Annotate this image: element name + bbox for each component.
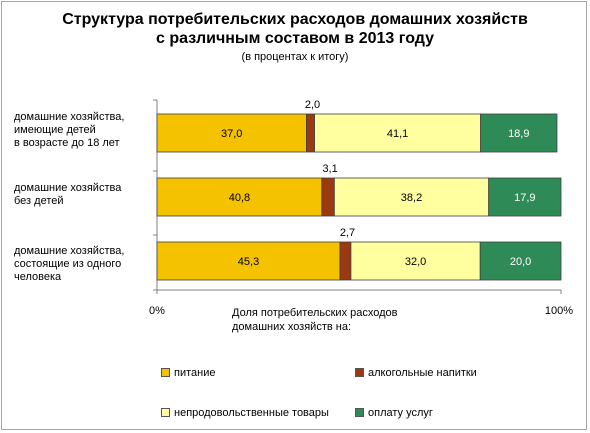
- category-label-1-line: домашние хозяйства: [14, 182, 122, 194]
- data-label-services-0: 18,9: [508, 128, 529, 140]
- legend-swatch-alcohol: [355, 368, 364, 377]
- x-axis-title: Доля потребительских расходов домашних х…: [232, 306, 432, 334]
- chart-subtitle: (в процентах к итогу): [241, 51, 349, 63]
- legend-label-nonfood: непродовольственные товары: [174, 407, 329, 419]
- x-tick-label-max: 100%: [545, 305, 573, 317]
- legend-swatch-food: [161, 368, 170, 377]
- x-tick-label-min: 0%: [149, 305, 165, 317]
- category-label-0: домашние хозяйства, имеющие детей в возр…: [14, 111, 154, 150]
- chart-title-line2: с различным составом в 2013 году: [156, 30, 434, 47]
- category-label-0-line: имеющие детей: [14, 124, 96, 136]
- data-label-food-2: 45,3: [238, 256, 259, 268]
- category-label-0-line: в возрасте до 18 лет: [14, 137, 120, 149]
- category-label-2-line: состоящие из одного: [14, 258, 122, 270]
- category-label-2: домашние хозяйства, состоящие из одного …: [14, 245, 154, 284]
- legend-label-food: питание: [174, 367, 216, 379]
- legend-label-alcohol: алкогольные напитки: [368, 367, 477, 379]
- bar-alcohol-2: [339, 241, 352, 281]
- bar-nonfood-1: [333, 177, 490, 217]
- category-label-0-line: домашние хозяйства,: [14, 111, 125, 123]
- bar-food-2: [156, 241, 341, 281]
- bar-food-0: [156, 113, 307, 153]
- bar-alcohol-1: [321, 177, 335, 217]
- x-axis-title-line: домашних хозяйств на:: [232, 321, 352, 333]
- data-label-food-0: 37,0: [221, 128, 242, 140]
- data-label-food-1: 40,8: [229, 192, 250, 204]
- bar-nonfood-0: [314, 113, 482, 153]
- data-label-nonfood-0: 41,1: [387, 128, 408, 140]
- data-label-nonfood-1: 38,2: [401, 192, 422, 204]
- data-label-services-2: 20,0: [510, 256, 531, 268]
- bar-nonfood-2: [350, 241, 481, 281]
- category-label-2-line: человека: [14, 271, 62, 283]
- data-label-alcohol-1: 3,1: [322, 163, 337, 175]
- x-axis-title-line: Доля потребительских расходов: [232, 307, 398, 319]
- bar-services-0: [480, 113, 558, 153]
- legend-swatch-services: [355, 408, 364, 417]
- category-label-1: домашние хозяйства без детей: [14, 182, 154, 208]
- bar-alcohol-0: [306, 113, 315, 153]
- category-label-2-line: домашние хозяйства,: [14, 245, 125, 257]
- bar-services-2: [479, 241, 562, 281]
- category-label-1-line: без детей: [14, 195, 64, 207]
- bar-services-1: [488, 177, 562, 217]
- legend-label-services: оплату услуг: [368, 407, 433, 419]
- data-label-services-1: 17,9: [514, 192, 535, 204]
- data-label-nonfood-2: 32,0: [405, 256, 426, 268]
- data-label-alcohol-0: 2,0: [305, 99, 320, 111]
- chart-title-line1: Структура потребительских расходов домаш…: [62, 11, 528, 28]
- legend-swatch-nonfood: [161, 408, 170, 417]
- data-label-alcohol-2: 2,7: [340, 227, 355, 239]
- bar-food-1: [156, 177, 323, 217]
